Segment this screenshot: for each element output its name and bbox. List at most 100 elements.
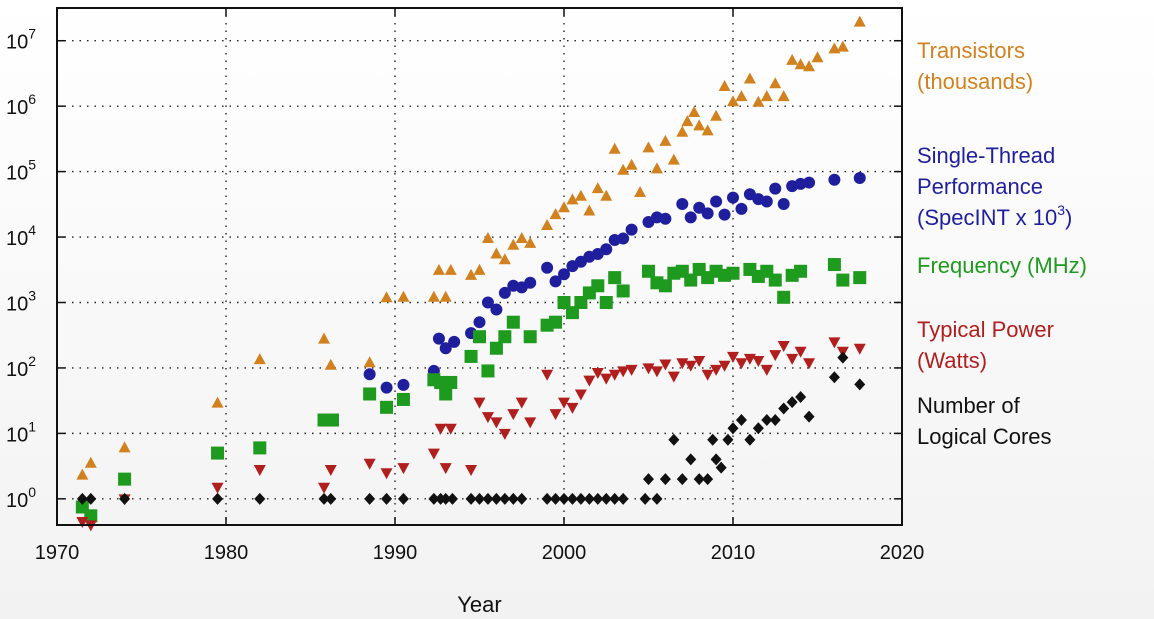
single-thread-performance-marker xyxy=(481,296,494,309)
power-marker xyxy=(642,363,655,375)
power-marker xyxy=(490,417,503,429)
transistor-marker xyxy=(118,441,131,453)
single-thread-performance-marker xyxy=(769,182,782,195)
single-thread-performance-marker xyxy=(853,171,866,184)
transistor-marker xyxy=(676,125,689,137)
x-tick-label: 2020 xyxy=(880,542,925,564)
legend-label: Single-Thread xyxy=(917,143,1055,168)
core-count-marker xyxy=(676,473,688,486)
core-count-marker xyxy=(428,492,440,505)
core-count-marker xyxy=(558,492,570,505)
core-count-marker xyxy=(786,396,798,409)
frequency-marker xyxy=(506,315,520,329)
core-count-marker xyxy=(212,492,224,505)
power-marker xyxy=(710,364,723,376)
transistor-marker xyxy=(701,124,714,136)
transistor-marker xyxy=(617,163,630,175)
frequency-marker xyxy=(118,472,132,486)
core-count-marker xyxy=(707,433,719,446)
power-marker xyxy=(558,397,570,409)
core-count-marker xyxy=(702,473,714,486)
power-marker xyxy=(659,359,672,371)
transistor-marker xyxy=(608,142,621,154)
single-thread-performance-marker xyxy=(498,286,511,299)
frequency-marker xyxy=(523,330,537,344)
transistor-marker xyxy=(836,40,849,52)
single-thread-performance-marker xyxy=(363,368,376,381)
core-count-marker xyxy=(668,433,680,446)
core-count-marker xyxy=(639,492,651,505)
core-count-marker xyxy=(761,414,773,427)
core-count-marker xyxy=(364,492,376,505)
frequency-marker xyxy=(557,295,571,309)
transistor-marker xyxy=(769,77,782,89)
core-count-marker xyxy=(600,492,612,505)
transistor-marker xyxy=(363,356,376,368)
transistor-marker xyxy=(591,182,604,194)
frequency-marker xyxy=(658,279,672,293)
frequency-marker xyxy=(836,273,850,287)
core-count-marker xyxy=(397,492,409,505)
y-tick-label: 101 xyxy=(6,418,36,446)
legend-label: Frequency (MHz) xyxy=(917,253,1087,278)
core-count-marker xyxy=(769,414,781,427)
power-marker xyxy=(650,366,663,378)
core-count-marker xyxy=(744,433,756,446)
core-count-marker xyxy=(710,453,722,466)
frequency-marker xyxy=(84,509,98,523)
transistor-marker xyxy=(794,58,807,70)
power-marker xyxy=(853,343,866,355)
legend-label: (SpecINT x 103) xyxy=(917,202,1072,230)
transistor-marker xyxy=(667,153,680,165)
x-tick-label: 2000 xyxy=(542,542,587,564)
transistor-marker xyxy=(380,291,393,303)
frequency-marker xyxy=(396,392,410,406)
power-marker xyxy=(397,463,410,475)
core-count-marker xyxy=(318,492,330,505)
legend-label: Number of xyxy=(917,393,1021,418)
core-count-marker xyxy=(85,492,97,505)
frequency-marker xyxy=(434,375,448,389)
transistor-marker xyxy=(786,53,799,65)
power-marker xyxy=(549,409,562,421)
transistor-marker xyxy=(625,158,638,170)
y-tick-label: 102 xyxy=(6,353,36,381)
power-marker xyxy=(541,369,554,381)
single-thread-performance-marker xyxy=(676,197,689,210)
core-count-marker xyxy=(735,414,747,427)
transistor-marker xyxy=(853,15,866,27)
core-count-marker xyxy=(516,492,528,505)
core-count-marker xyxy=(482,492,494,505)
power-marker xyxy=(625,364,638,376)
power-marker xyxy=(473,397,486,409)
transistor-marker xyxy=(642,141,655,153)
core-count-marker xyxy=(659,473,671,486)
legend-label: Transistors xyxy=(917,38,1025,63)
y-tick-label: 105 xyxy=(6,157,36,185)
frequency-marker xyxy=(444,375,458,389)
transistor-marker xyxy=(465,268,478,280)
transistor-marker xyxy=(760,90,773,102)
power-marker xyxy=(600,373,613,385)
transistor-marker xyxy=(650,162,663,174)
frequency-marker xyxy=(498,330,512,344)
series-group xyxy=(363,171,866,394)
transistor-marker xyxy=(583,204,596,216)
legend-entry: Typical Power (Watts) xyxy=(917,317,1054,373)
core-count-marker xyxy=(583,492,595,505)
core-count-marker xyxy=(722,433,734,446)
core-count-marker xyxy=(727,422,739,435)
single-thread-performance-marker xyxy=(473,316,486,329)
x-axis-label: Year xyxy=(457,592,501,617)
single-thread-performance-marker xyxy=(549,275,562,288)
core-count-marker xyxy=(592,492,604,505)
power-marker xyxy=(803,358,816,370)
legend-label: (Watts) xyxy=(917,348,987,373)
core-count-marker xyxy=(550,492,562,505)
transistor-marker xyxy=(752,95,765,107)
single-thread-performance-marker xyxy=(710,195,723,208)
power-marker xyxy=(380,468,393,480)
single-thread-performance-marker xyxy=(397,378,410,391)
